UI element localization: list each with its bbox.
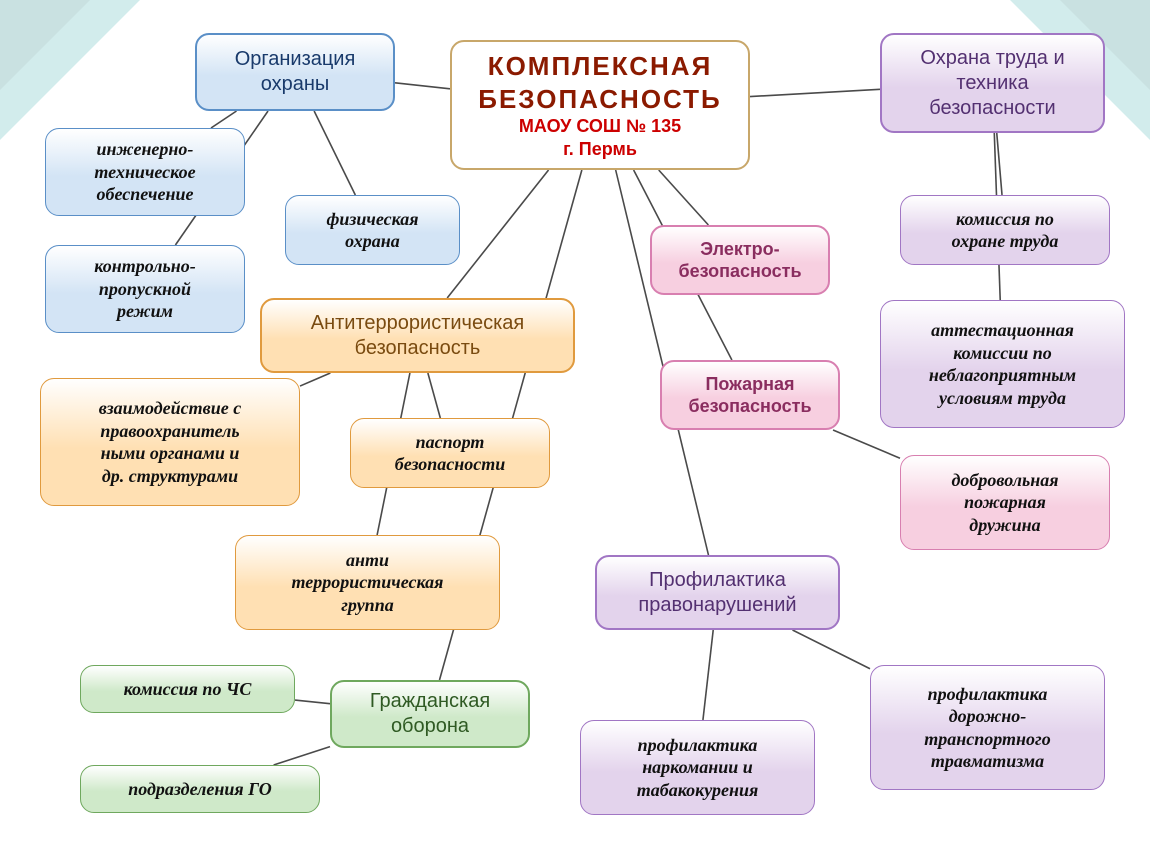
node-kpr: контрольно-пропускнойрежим: [45, 245, 245, 333]
node-elektro: Электро-безопасность: [650, 225, 830, 295]
node-text: правонарушений: [638, 593, 796, 618]
node-text: взаимодействие с: [99, 397, 241, 420]
node-text: контрольно-: [94, 255, 195, 278]
node-ohrtrud: Охрана труда итехникабезопасности: [880, 33, 1105, 133]
node-atgr: антитеррористическаягруппа: [235, 535, 500, 630]
node-text: техника: [920, 71, 1064, 96]
node-text: дружина: [952, 514, 1059, 537]
node-prof: Профилактикаправонарушений: [595, 555, 840, 630]
node-text: охраны: [235, 72, 356, 97]
node-text: г. Пермь: [478, 138, 722, 161]
diagram-stage: КОМПЛЕКСНАЯБЕЗОПАСНОСТЬМАОУ СОШ № 135г. …: [0, 0, 1150, 864]
edge: [428, 373, 440, 418]
node-anti: Антитеррористическаябезопасность: [260, 298, 575, 373]
edge: [750, 89, 880, 96]
node-text: пожарная: [952, 491, 1059, 514]
node-podgo: подразделения ГО: [80, 765, 320, 813]
node-dobro: добровольнаяпожарнаядружина: [900, 455, 1110, 550]
node-vzaim: взаимодействие справоохранительными орга…: [40, 378, 300, 506]
node-text: режим: [94, 300, 195, 323]
node-text: пропускной: [94, 278, 195, 301]
edge: [703, 630, 713, 720]
node-text: комиссии по: [929, 342, 1076, 365]
node-text: табакокурения: [637, 779, 759, 802]
node-text: комиссия по: [952, 208, 1059, 231]
edge: [793, 630, 871, 669]
node-itr: инженерно-техническоеобеспечение: [45, 128, 245, 216]
node-text: физическая: [326, 208, 418, 231]
decoration-top-left: [0, 0, 140, 140]
node-attest: аттестационнаякомиссии понеблагоприятным…: [880, 300, 1125, 428]
node-phys: физическаяохрана: [285, 195, 460, 265]
node-text: охрана: [326, 230, 418, 253]
node-text: неблагоприятным: [929, 364, 1076, 387]
edge: [395, 83, 450, 89]
node-title: КОМПЛЕКСНАЯБЕЗОПАСНОСТЬМАОУ СОШ № 135г. …: [450, 40, 750, 170]
edge: [659, 170, 709, 225]
node-text: группа: [292, 594, 444, 617]
node-text: травматизма: [924, 750, 1050, 773]
node-text: безопасность: [688, 395, 811, 418]
node-text: анти: [292, 549, 444, 572]
node-paspt: паспортбезопасности: [350, 418, 550, 488]
node-pozhar: Пожарнаябезопасность: [660, 360, 840, 430]
node-text: обеспечение: [94, 183, 195, 206]
node-text: аттестационная: [929, 319, 1076, 342]
node-text: техническое: [94, 161, 195, 184]
edge: [833, 430, 900, 458]
node-text: профилактика: [924, 683, 1050, 706]
node-text: инженерно-: [94, 138, 195, 161]
edge: [274, 747, 330, 765]
node-narko: профилактиканаркомании итабакокурения: [580, 720, 815, 815]
node-text: безопасности: [395, 453, 506, 476]
node-text: КОМПЛЕКСНАЯ: [478, 50, 722, 83]
node-text: Гражданская: [370, 689, 490, 714]
node-text: безопасности: [920, 96, 1064, 121]
node-text: дорожно-: [924, 705, 1050, 728]
node-text: безопасность: [678, 260, 801, 283]
node-text: ными органами и: [99, 442, 241, 465]
node-text: комиссия по ЧС: [124, 678, 252, 701]
node-text: БЕЗОПАСНОСТЬ: [478, 83, 722, 116]
node-text: добровольная: [952, 469, 1059, 492]
node-text: условиям труда: [929, 387, 1076, 410]
node-dtp: профилактикадорожно-транспортноготравмат…: [870, 665, 1105, 790]
edge: [997, 133, 1002, 195]
node-text: Пожарная: [688, 373, 811, 396]
node-text: Организация: [235, 47, 356, 72]
node-komiss: комиссия поохране труда: [900, 195, 1110, 265]
edge: [211, 111, 237, 128]
node-text: безопасность: [311, 336, 524, 361]
node-text: наркомании и: [637, 756, 759, 779]
node-text: оборона: [370, 714, 490, 739]
edge: [300, 373, 330, 386]
edge: [447, 170, 548, 298]
node-text: Электро-: [678, 238, 801, 261]
node-text: охране труда: [952, 230, 1059, 253]
node-go: Гражданскаяоборона: [330, 680, 530, 748]
edge: [295, 700, 330, 704]
node-text: Антитеррористическая: [311, 311, 524, 336]
edge: [314, 111, 355, 195]
node-org_ohr: Организацияохраны: [195, 33, 395, 111]
node-text: паспорт: [395, 431, 506, 454]
node-text: МАОУ СОШ № 135: [478, 115, 722, 138]
node-text: др. структурами: [99, 465, 241, 488]
node-text: Профилактика: [638, 568, 796, 593]
node-text: Охрана труда и: [920, 46, 1064, 71]
node-text: подразделения ГО: [128, 778, 272, 801]
node-komchs: комиссия по ЧС: [80, 665, 295, 713]
node-text: профилактика: [637, 734, 759, 757]
node-text: транспортного: [924, 728, 1050, 751]
node-text: террористическая: [292, 571, 444, 594]
node-text: правоохранитель: [99, 420, 241, 443]
